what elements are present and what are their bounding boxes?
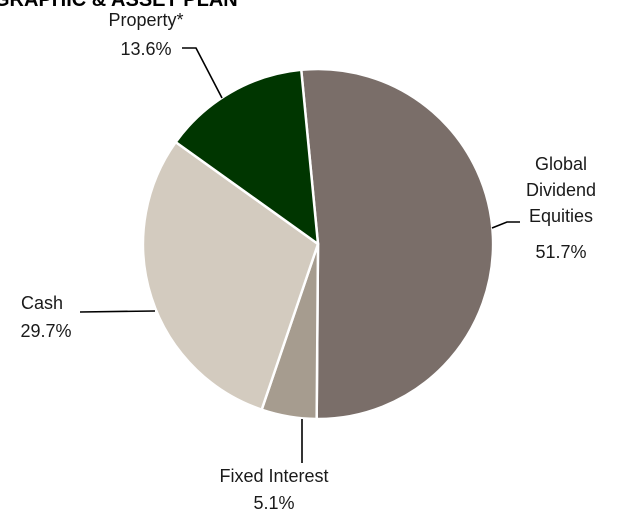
- slice-label-cash: Cash: [21, 293, 63, 313]
- chart-title: GRAPHIC & ASSET PLAN: [0, 0, 238, 11]
- slice-value-cash: 29.7%: [20, 321, 71, 341]
- pie-slice-property: [174, 68, 320, 246]
- slice-label-global-dividend-equities-line-3: Equities: [529, 206, 593, 226]
- slice-label-global-dividend-equities-line-2: Dividend: [526, 180, 596, 200]
- slice-label-property: Property*: [108, 10, 183, 30]
- leader-line-global-dividend-equities: [491, 221, 520, 229]
- slice-labels: Global Dividend Equities 51.7% Fixed Interes…: [20, 10, 596, 513]
- pie-slice-cash: [141, 140, 320, 411]
- leader-line-cash: [79, 310, 156, 313]
- slice-value-property: 13.6%: [120, 39, 171, 59]
- leader-lines: [79, 47, 520, 463]
- leader-line-property: [182, 47, 223, 99]
- slice-value-fixed-interest: 5.1%: [253, 493, 294, 513]
- pie-slices: [141, 67, 495, 421]
- slice-value-global-dividend-equities: 51.7%: [535, 242, 586, 262]
- slice-label-fixed-interest: Fixed Interest: [219, 466, 328, 486]
- pie-slice-global-dividend-equities: [299, 67, 495, 421]
- slice-label-global-dividend-equities-line-1: Global: [535, 154, 587, 174]
